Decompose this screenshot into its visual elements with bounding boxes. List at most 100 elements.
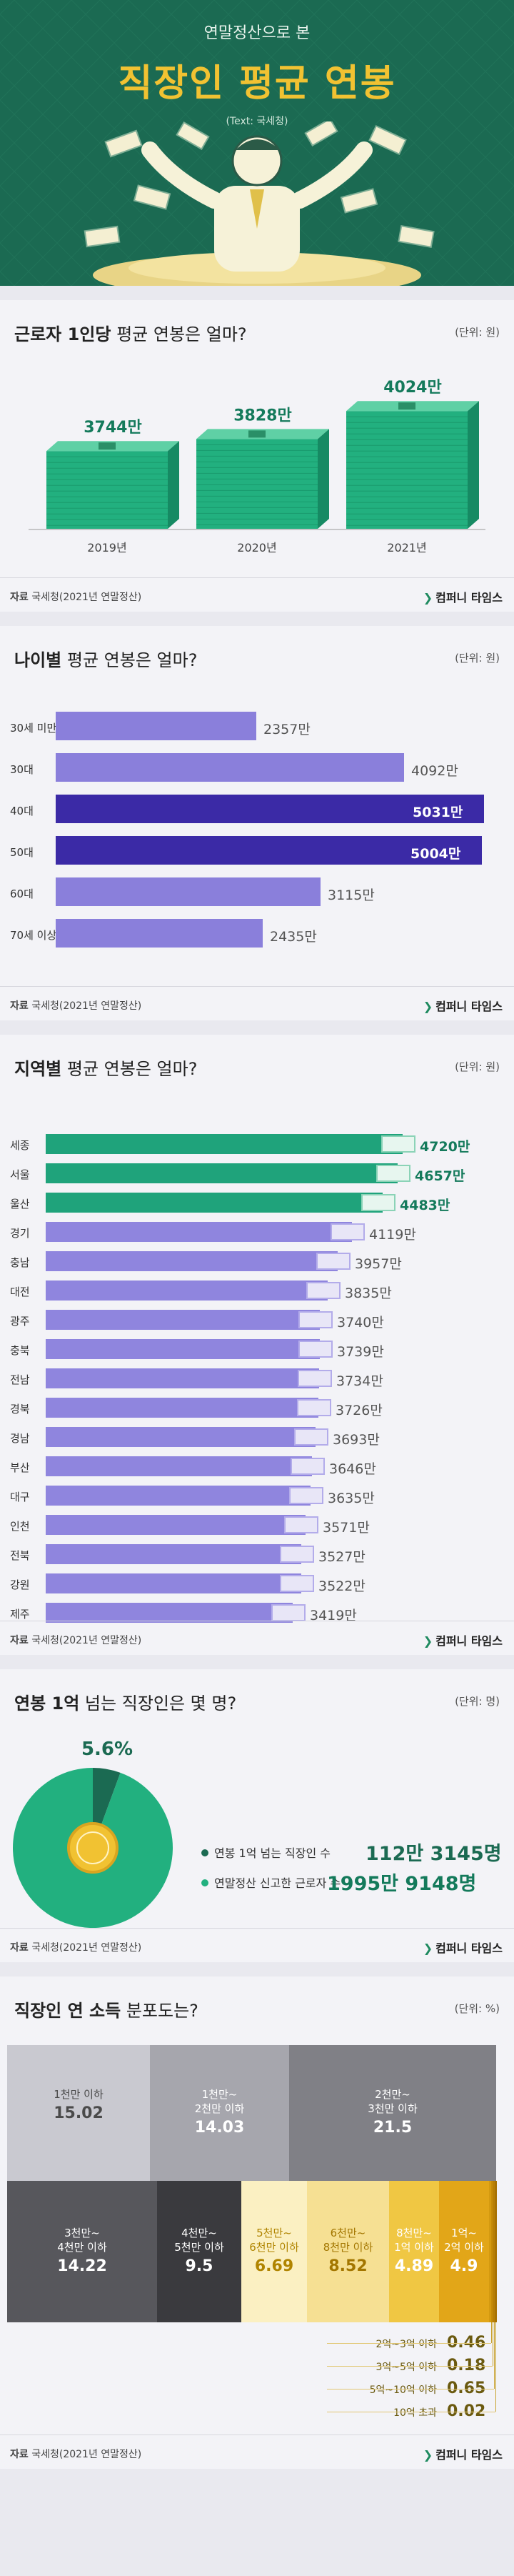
- leader-line: [495, 2322, 496, 2412]
- income-bracket-tile: 2천만~ 3천만 이하 21.5: [289, 2045, 496, 2181]
- bar: [46, 1163, 398, 1183]
- category-label: 세종: [10, 1139, 30, 1152]
- section3-title: 지역별 평균 연봉은 얼마?: [14, 1059, 198, 1079]
- category-label: 광주: [10, 1315, 30, 1328]
- money-bill-icon: [289, 1487, 323, 1504]
- money-bill-icon: [297, 1399, 331, 1416]
- category-label: 전북: [10, 1549, 30, 1562]
- category-label: 2019년: [87, 541, 126, 555]
- legend-dot: [201, 1849, 208, 1856]
- income-bracket-sliver: [493, 2181, 495, 2322]
- bar: [46, 1310, 320, 1330]
- category-label: 2021년: [387, 541, 426, 555]
- region-bar-row: 강원 3522만: [0, 1571, 514, 1596]
- bracket-value: 21.5: [373, 2119, 413, 2137]
- region-bar-row: 서울 4657만: [0, 1161, 514, 1185]
- category-label: 충남: [10, 1256, 30, 1269]
- region-bar-row: 충북 3739만: [0, 1337, 514, 1361]
- category-label: 부산: [10, 1461, 30, 1474]
- hero-source: (Text: 국세청): [226, 116, 288, 127]
- bar-value-label: 4119만: [369, 1227, 416, 1243]
- category-label: 30대: [10, 763, 34, 776]
- brand-logo: ❯ 컴퍼니 타임스: [423, 1634, 503, 1648]
- region-bar-row: 대구 3635만: [0, 1483, 514, 1508]
- category-label: 50대: [10, 846, 34, 859]
- region-bar-row: 경기 4119만: [0, 1220, 514, 1244]
- money-bill-icon: [280, 1546, 314, 1563]
- bar-value-label: 3646만: [329, 1461, 376, 1477]
- bracket-label: 1천만~ 2천만 이하: [194, 2088, 245, 2115]
- income-bracket-tile: 4천만~ 5천만 이하 9.5: [157, 2181, 241, 2322]
- category-label: 경남: [10, 1432, 30, 1445]
- small-bracket-row: 10억 초과 0.02: [0, 2402, 514, 2421]
- legend-entry: 연말정산 신고한 근로자 수: [201, 1874, 341, 1891]
- income-bracket-tile: 5천만~ 6천만 이하 6.69: [241, 2181, 307, 2322]
- bar-value-label: 4483만: [400, 1198, 450, 1213]
- small-bracket-row: 3억~5억 이하 0.18: [0, 2357, 514, 2375]
- income-bracket-tile: 1천만 이하 15.02: [7, 2045, 150, 2181]
- category-label: 제주: [10, 1608, 30, 1621]
- income-bracket-tile: 6천만~ 8천만 이하 8.52: [307, 2181, 389, 2322]
- section2-title: 나이별 평균 연봉은 얼마?: [14, 650, 198, 670]
- category-label: 40대: [10, 805, 34, 817]
- legend-dot: [201, 1879, 208, 1886]
- category-label: 경기: [10, 1227, 30, 1240]
- bar: [46, 1222, 352, 1242]
- bracket-label: 1억~ 2억 이하: [444, 2227, 484, 2254]
- bracket-value: 0.65: [447, 2379, 486, 2397]
- brand-logo: ❯ 컴퍼니 타임스: [423, 1000, 503, 1013]
- age-salary-section: 나이별 평균 연봉은 얼마? (단위: 원) 30세 미만 2357만 30대 409…: [0, 626, 514, 1020]
- bar-value-label: 5031만: [413, 805, 463, 820]
- salaryman-illustration: [84, 121, 435, 286]
- income-bracket-tile: 8천만~ 1억 이하 4.89: [389, 2181, 439, 2322]
- income-bracket-sliver: [489, 2181, 491, 2322]
- high-earner-section: 연봉 1억 넘는 직장인은 몇 명? (단위: 명) 5.6% 연봉 1억 넘는…: [0, 1669, 514, 1962]
- region-bar-row: 경남 3693만: [0, 1425, 514, 1449]
- bracket-value: 9.5: [185, 2257, 213, 2275]
- bar-value-label: 3828만: [233, 407, 291, 424]
- yearly-salary-section: 근로자 1인당 평균 연봉은 얼마? (단위: 원) 3744만 2019년 382…: [0, 300, 514, 612]
- bar: [46, 1193, 383, 1213]
- bar: [46, 1398, 318, 1418]
- bar-value-label: 3115만: [328, 887, 375, 903]
- age-bar-row: 50대 5004만: [0, 836, 514, 865]
- bracket-value: 14.22: [57, 2257, 107, 2275]
- brand-logo: ❯ 컴퍼니 타임스: [423, 2448, 503, 2462]
- section4-title: 연봉 1억 넘는 직장인은 몇 명?: [14, 1694, 237, 1714]
- brand-logo: ❯ 컴퍼니 타임스: [423, 591, 503, 605]
- bar: [46, 1603, 293, 1623]
- money-bill-icon: [376, 1165, 410, 1182]
- bar-value-label: 5004만: [410, 846, 461, 862]
- bar-value-label: 4720만: [420, 1139, 470, 1155]
- region-bar-row: 전남 3734만: [0, 1366, 514, 1391]
- category-label: 울산: [10, 1198, 30, 1210]
- bracket-label: 2억~3억 이하: [376, 2339, 437, 2350]
- bar: [46, 1339, 320, 1359]
- leader-line: [494, 2322, 495, 2389]
- bracket-label: 3천만~ 4천만 이하: [57, 2227, 107, 2254]
- section4-unit: (단위: 명): [455, 1695, 500, 1708]
- region-bar-row: 전북 3527만: [0, 1542, 514, 1566]
- age-bar-row: 70세 이상 2435만: [0, 919, 514, 948]
- money-stack-bar: [346, 401, 479, 529]
- bar: [56, 919, 263, 948]
- bar: [56, 836, 482, 865]
- leader-line: [491, 2322, 492, 2343]
- region-bar-row: 제주 3419만: [0, 1601, 514, 1625]
- bar: [46, 1134, 403, 1154]
- money-bill-icon: [284, 1516, 318, 1533]
- money-stack-bar: [196, 429, 329, 529]
- region-bar-row: 광주 3740만: [0, 1308, 514, 1332]
- age-bar-row: 60대 3115만: [0, 877, 514, 906]
- legend-label: 연말정산 신고한 근로자 수: [214, 1876, 341, 1890]
- region-salary-section: 지역별 평균 연봉은 얼마? (단위: 원) 세종 4720만 서울 4657만 울산 4…: [0, 1035, 514, 1655]
- small-bracket-row: 2억~3억 이하 0.46: [0, 2334, 514, 2352]
- bracket-label: 1천만 이하: [54, 2088, 104, 2101]
- bar-value-label: 3527만: [318, 1549, 366, 1565]
- category-label: 전남: [10, 1373, 30, 1386]
- bar: [46, 1573, 301, 1593]
- hero-banner: 연말정산으로 본 직장인 평균 연봉 (Text: 국세청): [0, 0, 514, 286]
- section3-footer: 자료 국세청(2021년 연말정산) ❯ 컴퍼니 타임스: [0, 1621, 514, 1655]
- bracket-label: 6천만~ 8천만 이하: [323, 2227, 373, 2254]
- bracket-value: 0.18: [447, 2357, 486, 2374]
